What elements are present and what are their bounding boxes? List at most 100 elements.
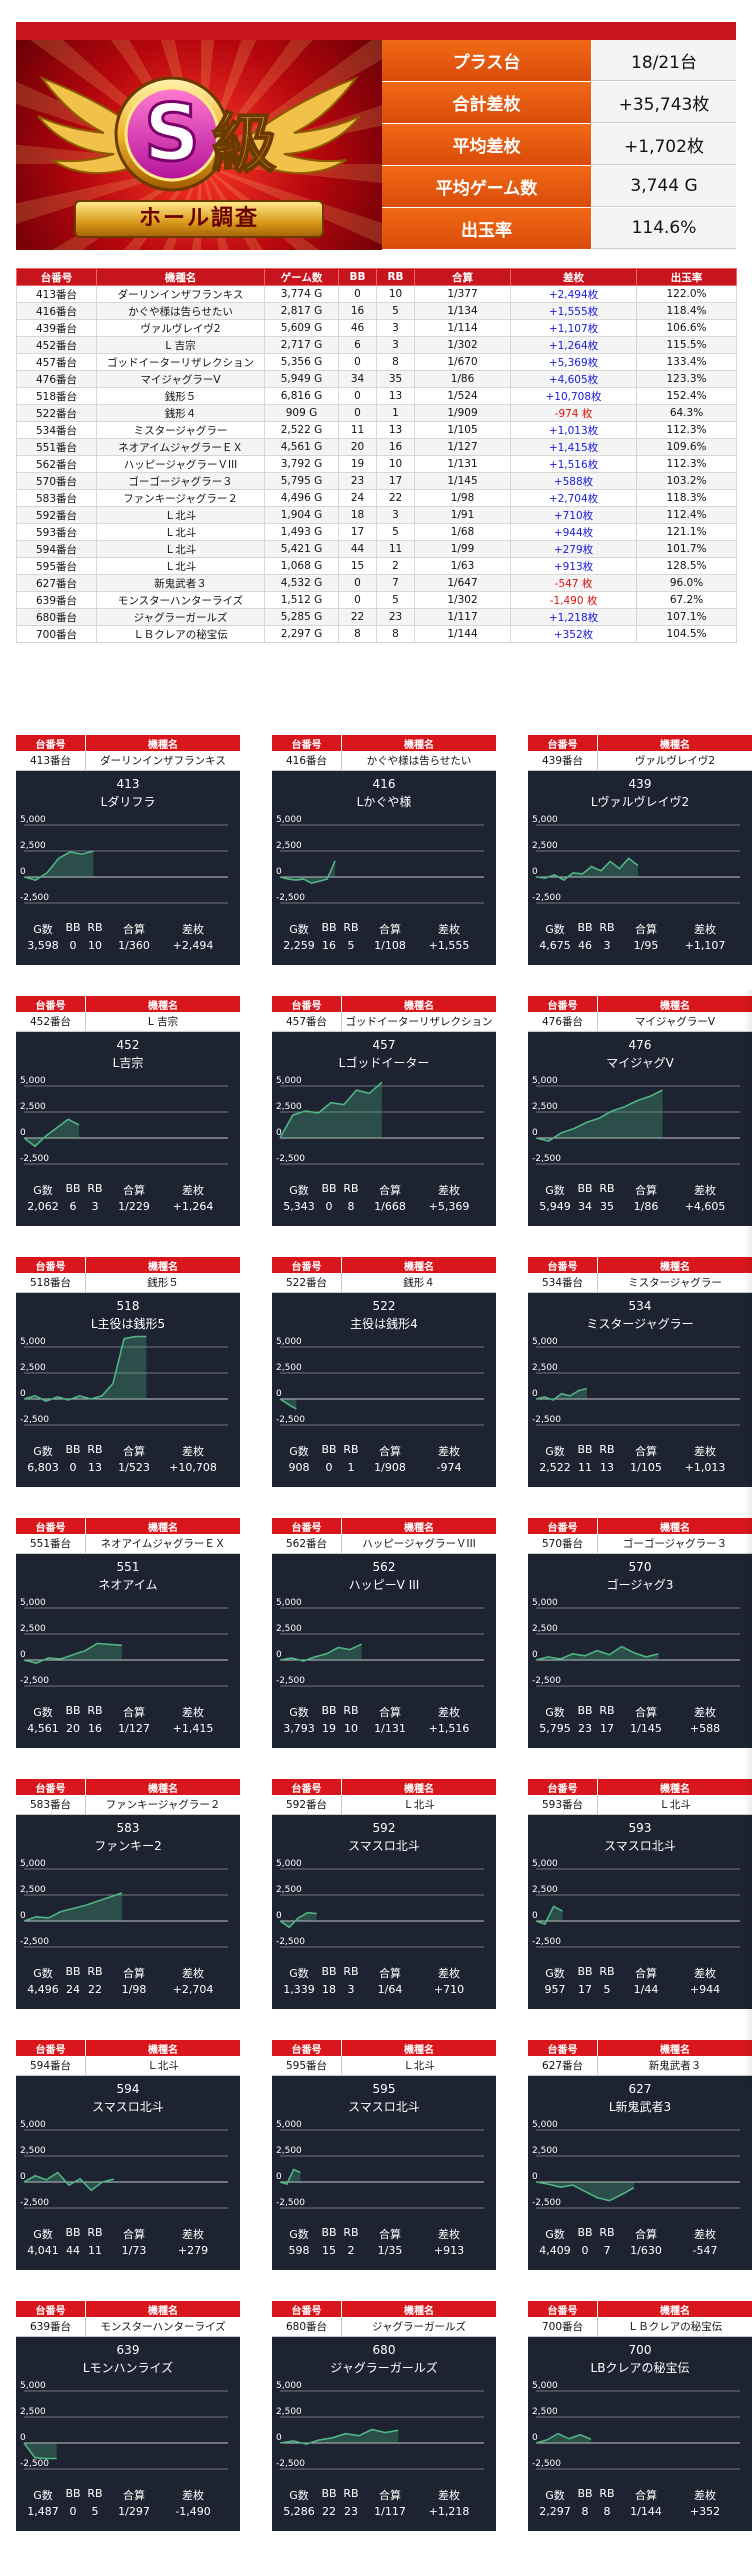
machine-card: 台番号 機種名 522番台 銭形４ 522 主役は銭形4 5,000 2,500 0 -2,500… <box>272 1257 496 1487</box>
stat-games: 2,522 <box>539 1461 571 1474</box>
stat-rb: 16 <box>88 1722 102 1735</box>
stat-header: RB <box>343 2226 359 2239</box>
stat-rb: 10 <box>88 939 102 952</box>
stat-games: 598 <box>288 2244 310 2257</box>
cell-unit: 592番台 <box>16 506 97 524</box>
stat-header: 差枚 <box>438 2228 460 2241</box>
cell-games: 5,609 G <box>264 319 339 337</box>
stat-header: RB <box>343 1182 359 1195</box>
unit-header-label: 台番号 <box>528 996 598 1012</box>
card-header: 台番号 機種名 413番台 ダーリンインザフランキス <box>16 735 240 771</box>
machine-header-label: 機種名 <box>148 1000 178 1012</box>
y-tick-label: -2,500 <box>20 2198 49 2208</box>
cell-games: 5,356 G <box>264 353 339 371</box>
summary-table: プラス台 18/21台 合計差枚 +35,743枚 平均差枚 +1,702枚 平… <box>382 40 736 250</box>
stat-ratio: 1/95 <box>633 939 659 952</box>
y-tick-label: 0 <box>532 1911 538 1921</box>
card-machine-short-name: ハッピーV III <box>348 1578 420 1592</box>
cell-machine: Ｌ北斗 <box>96 506 265 524</box>
card-header-values: 639番台 モンスターハンターライズ <box>16 2317 240 2337</box>
card-unit: 452番台 <box>16 1012 86 1031</box>
card-machine: ジャグラーガールズ <box>372 2321 466 2333</box>
cell-payout: 122.0% <box>636 285 737 303</box>
stat-ratio: 1/73 <box>121 2244 147 2257</box>
card-machine: マイジャグラーV <box>634 1016 716 1028</box>
cell-unit: 452番台 <box>16 336 97 354</box>
card-header-labels: 台番号 機種名 <box>272 2040 496 2056</box>
table-row: 416番台 かぐや様は告らせたい 2,817 G 16 5 1/134 +1,555枚 118… <box>16 302 737 320</box>
card-unit: 570番台 <box>528 1534 598 1553</box>
cell-diff: -974 枚 <box>510 404 637 422</box>
stat-bb: 19 <box>322 1722 336 1735</box>
y-tick-label: 0 <box>276 1650 282 1660</box>
cell-diff: -547 枚 <box>510 574 637 592</box>
y-tick-label: -2,500 <box>532 1415 561 1425</box>
header-top-bar <box>16 22 736 40</box>
card-header-labels: 台番号 機種名 <box>528 2301 752 2317</box>
cell-diff: +1,264枚 <box>510 336 637 354</box>
stat-diff: -974 <box>436 1461 462 1474</box>
card-header-labels: 台番号 機種名 <box>528 1518 752 1534</box>
card-unit: 583番台 <box>16 1795 86 1814</box>
column-header: ゲーム数 <box>264 268 339 286</box>
card-stats-values: 5,949 34 35 1/86 +4,605 <box>528 1200 752 1213</box>
stat-header: 合算 <box>123 2489 145 2502</box>
cell-machine: ゴッドイーターリザレクション <box>96 353 265 371</box>
cell-payout: 123.3% <box>636 370 737 388</box>
table-row: 476番台 マイジャグラーV 5,949 G 34 35 1/86 +4,605枚 123.3… <box>16 370 737 388</box>
card-stats-headers: G数 BB RB 合算 差枚 <box>272 921 496 937</box>
cell-games: 909 G <box>264 404 339 422</box>
stat-header: 差枚 <box>694 923 716 936</box>
unit-header-label: 台番号 <box>528 735 598 751</box>
card-stats-values: 4,561 20 16 1/127 +1,415 <box>16 1722 240 1735</box>
card-machine-number: 627 <box>628 2082 652 2096</box>
card-unit: 593番台 <box>528 1795 598 1814</box>
y-tick-label: 2,500 <box>20 2407 46 2417</box>
y-tick-label: -2,500 <box>276 1676 305 1686</box>
card-header-labels: 台番号 機種名 <box>272 996 496 1012</box>
card-header-values: 594番台 Ｌ北斗 <box>16 2056 240 2076</box>
cell-games: 4,496 G <box>264 489 339 507</box>
machine-header-label: 機種名 <box>660 1261 690 1273</box>
stat-header: 差枚 <box>694 1184 716 1197</box>
stat-header: G数 <box>289 2489 309 2502</box>
stat-header: RB <box>599 1443 615 1456</box>
card-machine: かぐや様は告らせたい <box>366 755 472 767</box>
card-header-values: 592番台 Ｌ北斗 <box>272 1795 496 1815</box>
stat-ratio: 1/86 <box>633 1200 659 1213</box>
stat-bb: 0 <box>69 1461 77 1474</box>
cell-unit: 562番台 <box>16 455 97 473</box>
cell-ratio: 1/131 <box>414 455 511 473</box>
cell-ratio: 1/114 <box>414 319 511 337</box>
stat-header: RB <box>599 1182 615 1195</box>
y-tick-label: 0 <box>532 2433 538 2443</box>
y-tick-label: 5,000 <box>276 1859 302 1869</box>
stat-diff: +1,415 <box>172 1722 214 1735</box>
y-tick-label: 5,000 <box>532 2120 558 2130</box>
stat-diff: +4,605 <box>684 1200 726 1213</box>
card-machine-number: 551 <box>116 1560 140 1574</box>
cell-rb: 3 <box>376 336 415 354</box>
card-stats-values: 1,339 18 3 1/64 +710 <box>272 1983 496 1996</box>
card-header-values: 476番台 マイジャグラーV <box>528 1012 752 1032</box>
card-header-values: 518番台 銭形５ <box>16 1273 240 1293</box>
table-row: 413番台 ダーリンインザフランキス 3,774 G 0 10 1/377 +2,494枚 1… <box>16 285 737 303</box>
stat-games: 4,675 <box>539 939 571 952</box>
machine-card: 台番号 機種名 562番台 ハッピージャグラーＶIII 562 ハッピーV III 5,00… <box>272 1518 496 1748</box>
y-tick-label: 0 <box>20 2172 26 2182</box>
machine-card: 台番号 機種名 594番台 Ｌ北斗 594 スマスロ北斗 5,000 2,500 0 -2,500… <box>16 2040 240 2270</box>
stat-header: G数 <box>33 2228 53 2241</box>
cell-unit: 534番台 <box>16 421 97 439</box>
machine-card: 台番号 機種名 627番台 新鬼武者３ 627 L新鬼武者3 5,000 2,500 0 -2,5… <box>528 2040 752 2270</box>
unit-header-label: 台番号 <box>528 1257 598 1273</box>
cell-diff: +2,494枚 <box>510 285 637 303</box>
stat-header: 差枚 <box>438 1184 460 1197</box>
card-machine-number: 570 <box>628 1560 652 1574</box>
card-machine-number: 413 <box>116 777 140 791</box>
stat-diff: -547 <box>692 2244 718 2257</box>
machine-header-label: 機種名 <box>148 1261 178 1273</box>
stat-header: BB <box>321 921 337 934</box>
machine-header-label: 機種名 <box>404 739 434 751</box>
table-row: 518番台 銭形５ 6,816 G 0 13 1/524 +10,708枚 152.4% <box>16 387 737 405</box>
y-tick-label: 5,000 <box>532 1337 558 1347</box>
